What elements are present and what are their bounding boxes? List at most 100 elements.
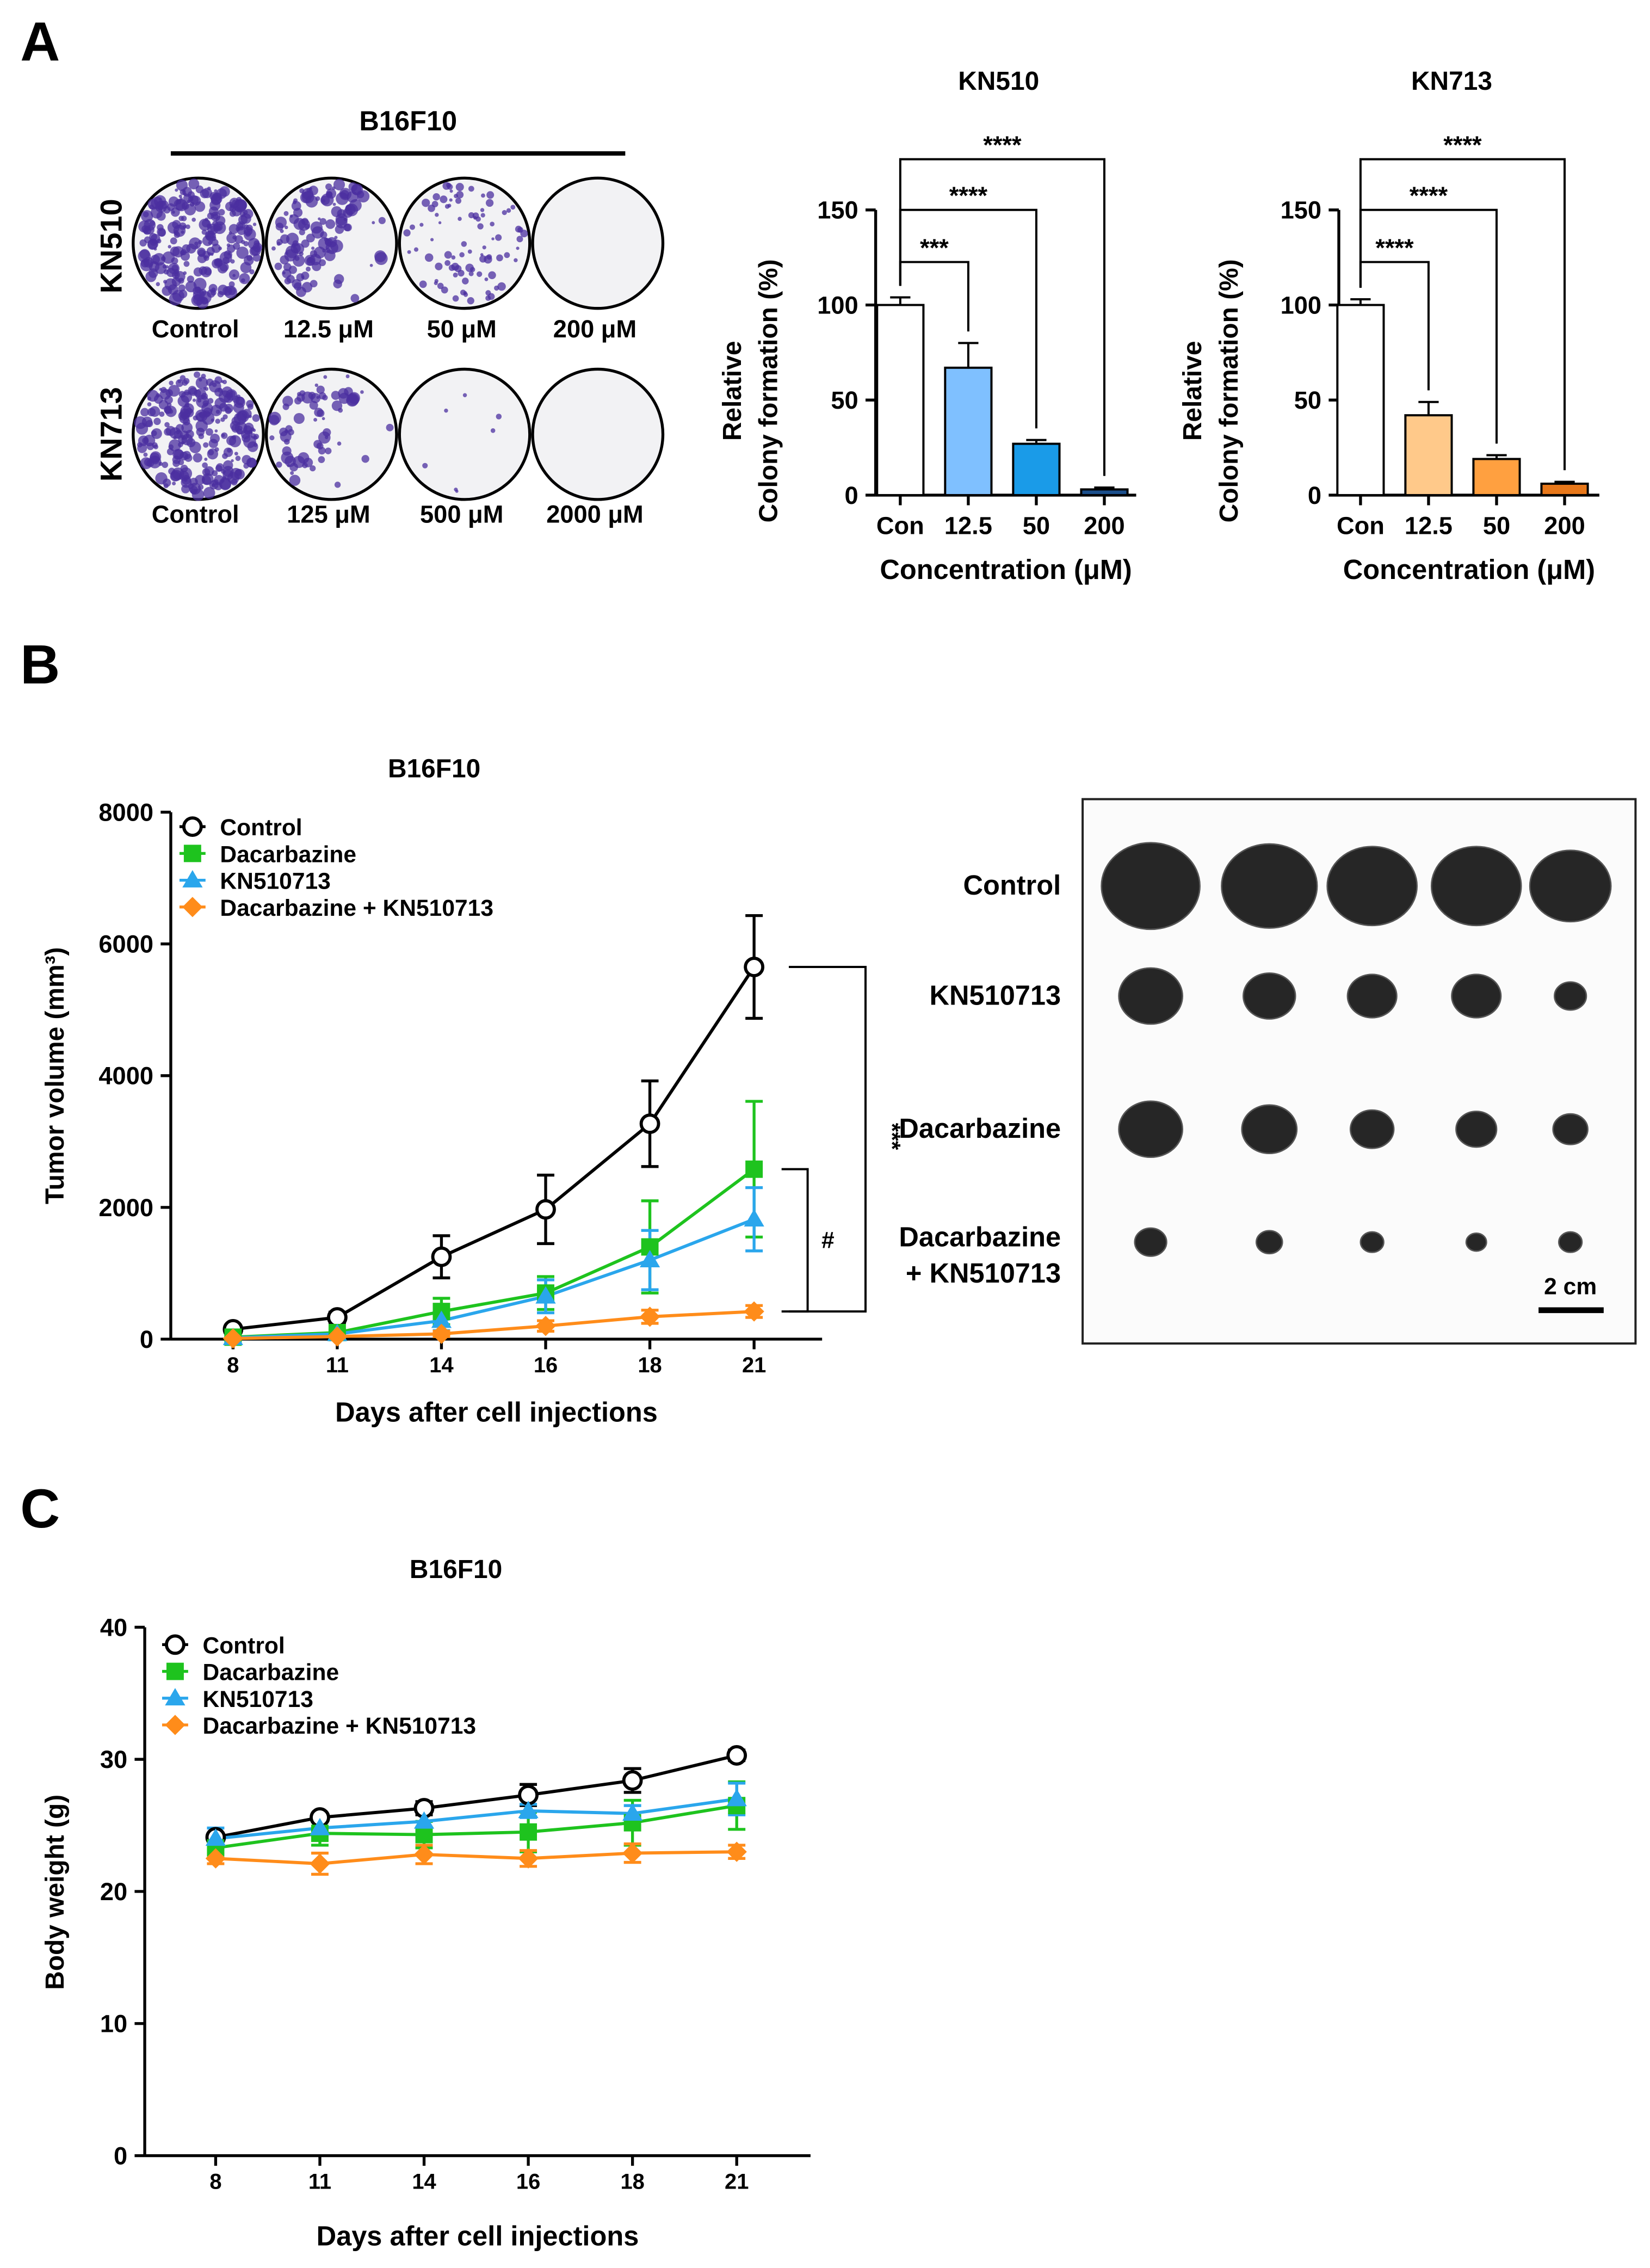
colony — [194, 371, 201, 378]
colony — [207, 398, 214, 404]
colony — [174, 230, 179, 236]
colony — [290, 471, 294, 475]
colony — [217, 291, 224, 298]
colony — [201, 476, 212, 485]
x-tick-label: 21 — [725, 2170, 749, 2194]
colony — [224, 285, 238, 299]
colony — [231, 459, 234, 463]
colony — [185, 281, 197, 293]
colony — [269, 435, 275, 441]
marker — [431, 1310, 452, 1328]
colony — [276, 461, 282, 468]
colony — [236, 221, 246, 231]
colony — [220, 417, 225, 422]
colony — [313, 418, 318, 422]
colony — [230, 421, 240, 431]
colony — [203, 486, 215, 499]
series-line — [215, 1754, 737, 1839]
colony — [441, 286, 448, 294]
colony — [309, 400, 318, 410]
colony — [156, 211, 166, 221]
colony — [514, 258, 518, 262]
colony — [323, 375, 327, 379]
colony — [145, 271, 157, 282]
significance-bracket — [781, 1168, 809, 1313]
colony — [153, 417, 161, 426]
colony — [440, 195, 448, 204]
colony — [455, 198, 462, 204]
tumor — [1465, 1232, 1487, 1252]
colony — [447, 184, 453, 190]
colony — [494, 285, 499, 291]
colony — [214, 429, 218, 433]
colony — [183, 418, 190, 426]
colony — [313, 246, 326, 259]
colony — [194, 201, 206, 212]
series-line — [215, 1804, 737, 1850]
colony — [338, 408, 343, 413]
colony — [309, 187, 313, 190]
significance-label: **** — [983, 131, 1022, 159]
colony — [235, 469, 242, 476]
tumor — [1326, 846, 1418, 927]
bar — [944, 366, 993, 496]
colony — [239, 273, 250, 285]
colony — [203, 407, 212, 417]
chart-title: B16F10 — [388, 755, 480, 784]
x-tick-label: 16 — [516, 2170, 540, 2194]
x-tick-label: 200 — [1084, 512, 1124, 540]
panel-label: C — [20, 1478, 60, 1539]
significance-bracket — [1359, 158, 1566, 471]
colony — [453, 272, 458, 278]
series-line — [215, 1850, 737, 1865]
y-tick-label: 50 — [831, 386, 858, 414]
tumor — [1552, 1113, 1589, 1145]
colony — [192, 398, 196, 402]
colony — [361, 455, 369, 463]
colony — [310, 250, 318, 257]
legend-label: Dacarbazine + KN510713 — [220, 895, 493, 921]
colony — [214, 189, 218, 193]
marker — [535, 1199, 556, 1220]
colony — [403, 229, 411, 237]
chart-title: KN713 — [1411, 67, 1492, 96]
colony — [215, 418, 221, 424]
bar — [876, 304, 925, 496]
colony — [206, 428, 213, 436]
colony — [159, 387, 162, 391]
colony — [432, 193, 440, 201]
colony — [314, 383, 319, 387]
colony — [467, 249, 472, 254]
colony — [318, 392, 326, 400]
colony — [246, 255, 253, 261]
colony — [275, 223, 284, 231]
tumor — [1430, 846, 1522, 927]
colony — [144, 236, 151, 243]
colony — [325, 447, 332, 454]
legend-marker — [182, 870, 203, 888]
row-label: KN713 — [94, 387, 128, 482]
colony — [172, 246, 184, 258]
colony — [276, 242, 281, 246]
marker — [520, 1823, 537, 1841]
x-tick-label: 14 — [412, 2170, 436, 2194]
colony — [449, 198, 453, 202]
y-tick-label: 0 — [845, 482, 858, 509]
colony — [349, 199, 362, 212]
colony — [292, 200, 297, 205]
series-line — [233, 966, 756, 1331]
colony — [140, 408, 149, 417]
significance-label: *** — [879, 1123, 905, 1150]
colony — [163, 483, 169, 489]
colony — [160, 256, 166, 261]
colony — [194, 389, 201, 397]
colony — [227, 252, 231, 256]
plate-label: Control — [152, 315, 239, 343]
colony — [178, 215, 184, 221]
colony — [468, 212, 475, 219]
colony — [183, 225, 187, 229]
colony — [243, 228, 256, 241]
colony — [486, 191, 495, 199]
colony — [323, 428, 331, 437]
